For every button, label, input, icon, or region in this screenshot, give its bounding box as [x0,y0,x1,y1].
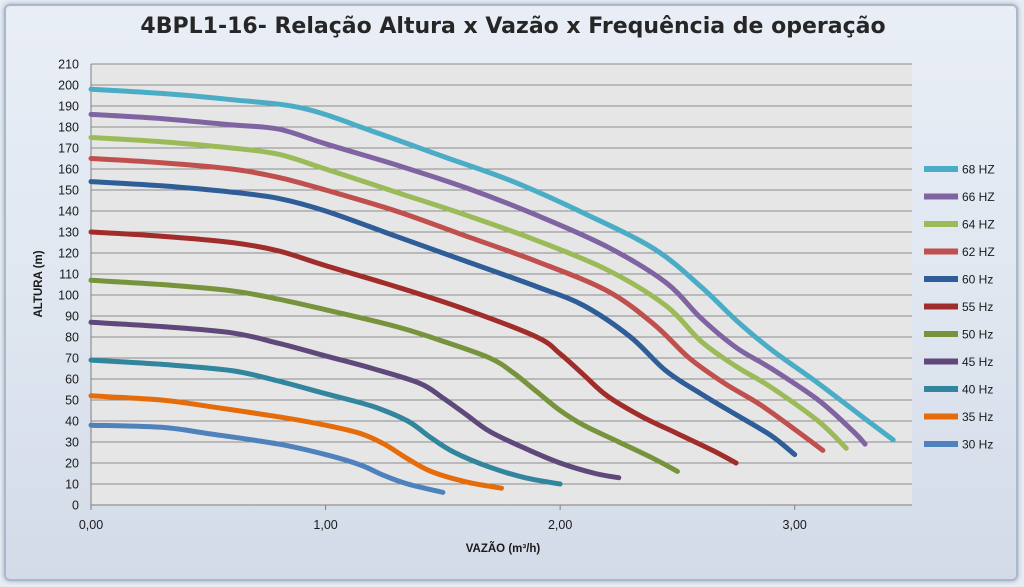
y-tick-label: 160 [58,163,79,177]
series-line-30-hz [88,422,446,495]
series-line-68-hz [88,86,896,443]
legend-label-68-hz: 68 HZ [962,163,995,177]
y-tick-label: 40 [65,415,79,429]
y-tick-label: 110 [59,268,79,282]
line-chart: 0 10 20 30 40 50 60 70 80 90 100 110 120 130 140 150 160… [33,58,995,556]
y-tick-label: 0 [72,499,79,513]
series-line-40-hz [88,357,563,487]
legend-label-55-hz: 55 Hz [962,300,993,314]
plot-area [91,64,912,505]
y-tick-label: 100 [58,289,79,303]
axes: 0 10 20 30 40 50 60 70 80 90 100 110 120 130 140 150 160… [58,58,912,532]
series-line-62-hz [88,156,826,453]
legend-label-50-hz: 50 Hz [962,328,993,342]
y-tick-label: 200 [58,79,79,93]
x-axis-title: VAZÃO (m³/h) [466,542,541,555]
y-tick-label: 90 [65,310,79,324]
legend-label-45-hz: 45 Hz [962,355,993,369]
y-tick-label: 130 [58,226,79,240]
legend: 68 HZ 66 HZ 64 HZ 62 HZ 60 Hz 55 Hz 50 Hz 45 Hz… [924,163,995,452]
legend-label-62-hz: 62 HZ [962,245,995,259]
legend-label-30-hz: 30 Hz [962,438,993,452]
series-line-35-hz [88,393,504,491]
y-tick-label: 210 [58,58,79,72]
x-tick-label: 2,00 [548,518,572,532]
chart-title: 4BPL1-16- Relação Altura x Vazão x Frequ… [140,14,886,39]
y-tick-label: 60 [65,373,79,387]
series-line-60-hz [88,179,798,458]
series-line-66-hz [88,111,868,447]
series-line-50-hz [88,277,680,474]
y-tick-label: 50 [65,394,79,408]
y-tick-label: 180 [58,121,79,135]
y-tick-label: 140 [58,205,79,219]
legend-label-35-hz: 35 Hz [962,410,993,424]
legend-label-60-hz: 60 Hz [962,273,993,287]
legend-label-64-hz: 64 HZ [962,218,995,232]
x-tick-label: 1,00 [313,518,337,532]
y-tick-label: 10 [65,478,79,492]
y-tick-label: 70 [65,352,79,366]
y-tick-label: 20 [65,457,79,471]
x-tick-label: 0,00 [79,518,103,532]
chart-frame: 4BPL1-16- Relação Altura x Vazão x Frequ… [4,4,1018,581]
y-axis-title: ALTURA (m) [33,250,45,317]
y-tick-label: 120 [58,247,79,261]
series-lines [88,86,896,495]
series-line-64-hz [88,135,849,451]
y-tick-label: 150 [58,184,79,198]
x-tick-label: 3,00 [783,518,807,532]
legend-label-66-hz: 66 HZ [962,190,995,204]
series-line-45-hz [88,319,622,481]
y-tick-label: 30 [65,436,79,450]
y-tick-label: 170 [58,142,79,156]
y-tick-label: 80 [65,331,79,345]
series-line-55-hz [88,229,739,466]
legend-label-40-hz: 40 Hz [962,383,993,397]
y-tick-label: 190 [58,100,79,114]
